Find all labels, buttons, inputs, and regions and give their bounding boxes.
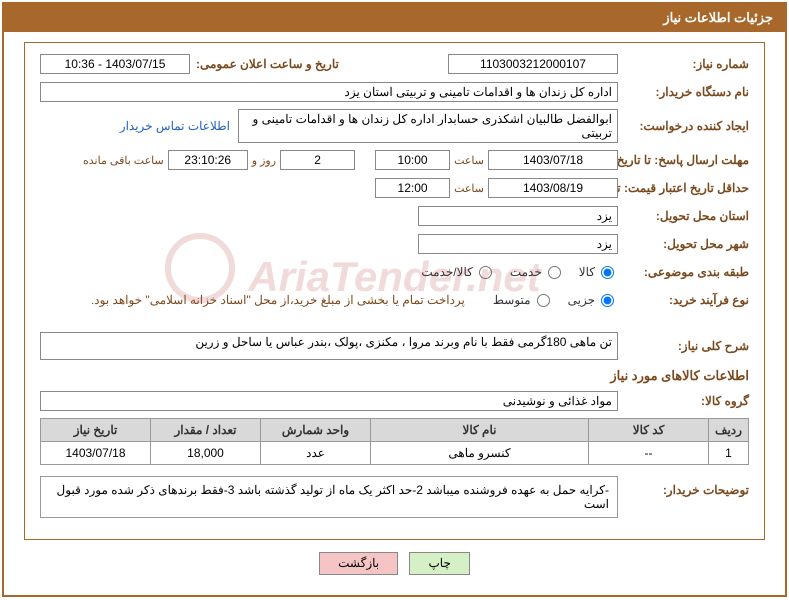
panel-title: جزئیات اطلاعات نیاز bbox=[4, 4, 785, 32]
field-province: یزد bbox=[418, 206, 618, 226]
field-need-no: 1103003212000107 bbox=[448, 54, 618, 74]
label-days-and: روز و bbox=[252, 154, 276, 167]
field-buyer-notes: -کرایه حمل به عهده فروشنده میباشد 2-حد ا… bbox=[40, 476, 618, 518]
row-province: استان محل تحویل: یزد bbox=[40, 205, 749, 227]
table-header: تاریخ نیاز bbox=[41, 419, 151, 442]
row-requester: ایجاد کننده درخواست: ابوالفضل طالبیان اش… bbox=[40, 109, 749, 143]
label-province: استان محل تحویل: bbox=[624, 209, 749, 223]
field-announce: 1403/07/15 - 10:36 bbox=[40, 54, 190, 74]
radio-goods-service[interactable] bbox=[479, 266, 492, 279]
label-resp-deadline: مهلت ارسال پاسخ: تا تاریخ: bbox=[624, 153, 749, 167]
row-buyer-org: نام دستگاه خریدار: اداره کل زندان ها و ا… bbox=[40, 81, 749, 103]
field-days-left: 2 bbox=[280, 150, 355, 170]
table-header: ردیف bbox=[709, 419, 749, 442]
field-goods-group: مواد غذائی و نوشیدنی bbox=[40, 391, 618, 411]
watermark-badge bbox=[165, 233, 235, 303]
table-cell: 1403/07/18 bbox=[41, 442, 151, 465]
label-hour-2: ساعت bbox=[454, 182, 484, 195]
button-row: چاپ بازگشت bbox=[24, 552, 765, 575]
label-need-desc: شرح کلی نیاز: bbox=[624, 339, 749, 353]
row-purchase-type: نوع فرآیند خرید: جزیی متوسط پرداخت تمام … bbox=[40, 289, 749, 311]
radio-goods[interactable] bbox=[601, 266, 614, 279]
label-goods-info: اطلاعات کالاهای مورد نیاز bbox=[40, 368, 749, 384]
field-resp-hour: 10:00 bbox=[375, 150, 450, 170]
field-city: یزد bbox=[418, 234, 618, 254]
buyer-contact-link[interactable]: اطلاعات تماس خریدار bbox=[120, 119, 230, 133]
label-goods-group: گروه کالا: bbox=[624, 394, 749, 408]
radio-gs-label: کالا/خدمت bbox=[421, 265, 472, 279]
print-button[interactable]: چاپ bbox=[409, 552, 469, 575]
table-cell: 1 bbox=[709, 442, 749, 465]
table-header: کد کالا bbox=[589, 419, 709, 442]
field-valid-hour: 12:00 bbox=[375, 178, 450, 198]
label-need-no: شماره نیاز: bbox=[624, 57, 749, 71]
row-response-deadline: مهلت ارسال پاسخ: تا تاریخ: 1403/07/18 سا… bbox=[40, 149, 749, 171]
table-cell: کنسرو ماهی bbox=[371, 442, 589, 465]
table-header: تعداد / مقدار bbox=[151, 419, 261, 442]
radio-service-label: خدمت bbox=[510, 265, 542, 279]
label-requester: ایجاد کننده درخواست: bbox=[624, 119, 749, 133]
row-buyer-notes: توضیحات خریدار: -کرایه حمل به عهده فروشن… bbox=[40, 471, 749, 518]
table-cell: 18,000 bbox=[151, 442, 261, 465]
row-subject-class: طبقه بندی موضوعی: کالا خدمت کالا/خدمت bbox=[40, 261, 749, 283]
content-area: شماره نیاز: 1103003212000107 تاریخ و ساع… bbox=[4, 32, 785, 585]
main-panel: جزئیات اطلاعات نیاز شماره نیاز: 11030032… bbox=[2, 2, 787, 597]
row-goods-group: گروه کالا: مواد غذائی و نوشیدنی bbox=[40, 390, 749, 412]
label-announce: تاریخ و ساعت اعلان عمومی: bbox=[196, 57, 339, 71]
label-min-validity: حداقل تاریخ اعتبار قیمت: تا تاریخ: bbox=[624, 181, 749, 195]
radio-partial-label: جزیی bbox=[568, 293, 595, 307]
radio-medium-label: متوسط bbox=[493, 293, 531, 307]
field-need-desc: تن ماهی 180گرمی فقط با نام وبرند مروا ، … bbox=[40, 332, 618, 360]
table-cell: -- bbox=[589, 442, 709, 465]
payment-note: پرداخت تمام یا بخشی از مبلغ خرید،از محل … bbox=[91, 293, 465, 307]
row-min-validity: حداقل تاریخ اعتبار قیمت: تا تاریخ: 1403/… bbox=[40, 177, 749, 199]
radio-service[interactable] bbox=[548, 266, 561, 279]
label-subject-class: طبقه بندی موضوعی: bbox=[624, 265, 749, 279]
row-need-desc: شرح کلی نیاز: تن ماهی 180گرمی فقط با نام… bbox=[40, 332, 749, 360]
details-box: شماره نیاز: 1103003212000107 تاریخ و ساع… bbox=[24, 42, 765, 540]
label-buyer-org: نام دستگاه خریدار: bbox=[624, 85, 749, 99]
label-buyer-notes: توضیحات خریدار: bbox=[624, 471, 749, 497]
table-header: واحد شمارش bbox=[261, 419, 371, 442]
field-resp-date: 1403/07/18 bbox=[488, 150, 618, 170]
goods-table: ردیفکد کالانام کالاواحد شمارشتعداد / مقد… bbox=[40, 418, 749, 465]
field-requester: ابوالفضل طالبیان اشکذری حسابدار اداره کل… bbox=[238, 109, 618, 143]
table-row: 1--کنسرو ماهیعدد18,0001403/07/18 bbox=[41, 442, 749, 465]
back-button[interactable]: بازگشت bbox=[319, 552, 398, 575]
radio-partial[interactable] bbox=[601, 294, 614, 307]
row-city: شهر محل تحویل: یزد bbox=[40, 233, 749, 255]
table-cell: عدد bbox=[261, 442, 371, 465]
label-purchase-type: نوع فرآیند خرید: bbox=[624, 293, 749, 307]
radio-goods-label: کالا bbox=[579, 265, 595, 279]
row-need-no: شماره نیاز: 1103003212000107 تاریخ و ساع… bbox=[40, 53, 749, 75]
label-remaining: ساعت باقی مانده bbox=[83, 154, 164, 167]
field-buyer-org: اداره کل زندان ها و اقدامات تامینی و ترب… bbox=[40, 82, 618, 102]
label-hour-1: ساعت bbox=[454, 154, 484, 167]
label-city: شهر محل تحویل: bbox=[624, 237, 749, 251]
table-header: نام کالا bbox=[371, 419, 589, 442]
field-time-left: 23:10:26 bbox=[168, 150, 248, 170]
field-valid-date: 1403/08/19 bbox=[488, 178, 618, 198]
radio-medium[interactable] bbox=[537, 294, 550, 307]
